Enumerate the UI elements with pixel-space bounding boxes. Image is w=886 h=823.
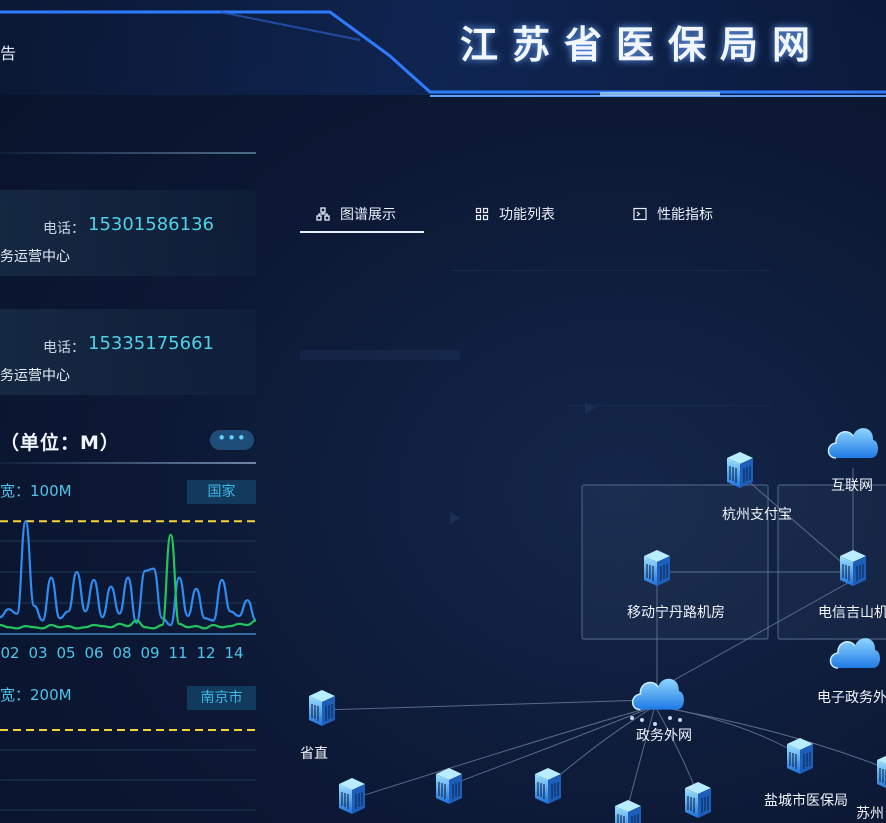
tab-graph[interactable]: 图谱展示 (316, 196, 396, 232)
node-label: 苏州 (856, 806, 884, 822)
topology-graph: 杭州支付宝 互联网 移动宁丹路机房 电信吉山机 电子政务外 政务外网 省直 盐 (300, 270, 886, 823)
traffic-section-title: （单位：M） (0, 432, 120, 454)
x-tick-label: 08 (112, 644, 131, 662)
node-yidong[interactable]: 移动宁丹路机房 (627, 549, 725, 621)
node-egov[interactable]: 电子政务外 (817, 637, 886, 706)
bandwidth-label: 宽：100M (0, 482, 72, 500)
page-title: 江苏省医保局网 (460, 23, 825, 67)
section-divider (0, 462, 256, 464)
tab-functions[interactable]: 功能列表 (475, 196, 555, 232)
background-decor (300, 270, 770, 524)
header-frame (0, 0, 886, 97)
node-label: 政务外网 (636, 728, 692, 744)
topology-icon (316, 207, 330, 221)
node-server[interactable] (435, 767, 463, 805)
phone-number[interactable]: 15301586136 (88, 214, 214, 235)
node-internet[interactable]: 互联网 (827, 427, 879, 494)
x-tick-label: 02 (0, 644, 19, 662)
traffic-line-chart-2 (0, 729, 256, 811)
x-tick-label: 05 (56, 644, 75, 662)
more-button[interactable]: ••• (210, 430, 254, 450)
tab-label: 图谱展示 (340, 207, 396, 223)
node-server[interactable] (614, 799, 642, 823)
x-tick-label: 09 (140, 644, 159, 662)
node-label: 省直 (300, 745, 328, 762)
panel-divider (0, 152, 256, 154)
node-server[interactable] (684, 781, 712, 819)
region-tag-nanjing[interactable]: 南京市 (187, 686, 256, 710)
node-suzhou[interactable]: 苏州 (856, 753, 886, 822)
contact-card-1: 电话： 15301586136 务运营中心 (0, 190, 256, 276)
node-server[interactable] (338, 777, 366, 815)
node-zwnet[interactable]: 政务外网 (631, 677, 692, 744)
tab-label: 功能列表 (499, 207, 555, 223)
x-tick-label: 03 (28, 644, 47, 662)
node-label: 移动宁丹路机房 (627, 604, 725, 621)
grid-icon (475, 207, 489, 221)
x-tick-label: 11 (168, 644, 187, 662)
node-label: 杭州支付宝 (722, 507, 792, 523)
node-dianxin[interactable]: 电信吉山机 (818, 549, 886, 621)
terminal-icon (633, 207, 647, 221)
traffic-line-chart: 02 03 05 06 08 09 11 12 14 (0, 520, 256, 662)
node-yancheng[interactable]: 盐城市医保局 (764, 737, 848, 809)
phone-label: 电话： (43, 221, 85, 237)
region-tag-national[interactable]: 国家 (187, 480, 256, 504)
contact-org: 务运营中心 (0, 368, 70, 384)
series-line-0 (0, 520, 256, 627)
region-box (777, 484, 886, 640)
node-label: 电信吉山机 (818, 605, 886, 621)
x-tick-label: 12 (196, 644, 215, 662)
tab-performance[interactable]: 性能指标 (633, 196, 713, 232)
region-box (581, 484, 769, 640)
link-dots (630, 716, 682, 726)
x-tick-label: 06 (84, 644, 103, 662)
node-hangzhou[interactable]: 杭州支付宝 (722, 451, 792, 523)
tab-active-indicator (300, 231, 424, 233)
node-label: 互联网 (831, 478, 873, 494)
node-server[interactable] (534, 767, 562, 805)
contact-card-2: 电话： 15335175661 务运营中心 (0, 309, 256, 395)
node-label: 盐城市医保局 (764, 792, 848, 809)
node-shengzhi[interactable]: 省直 (300, 689, 336, 762)
graph-links (321, 468, 886, 811)
tab-label: 性能指标 (657, 207, 713, 223)
contact-org: 务运营中心 (0, 249, 70, 265)
node-label: 电子政务外 (817, 690, 886, 706)
series-line-1 (0, 533, 256, 630)
x-tick-label: 14 (224, 644, 243, 662)
phone-number[interactable]: 15335175661 (88, 333, 214, 354)
phone-label: 电话： (43, 340, 85, 356)
notice-text: 告 (0, 44, 17, 63)
bandwidth-label: 宽：200M (0, 686, 72, 704)
